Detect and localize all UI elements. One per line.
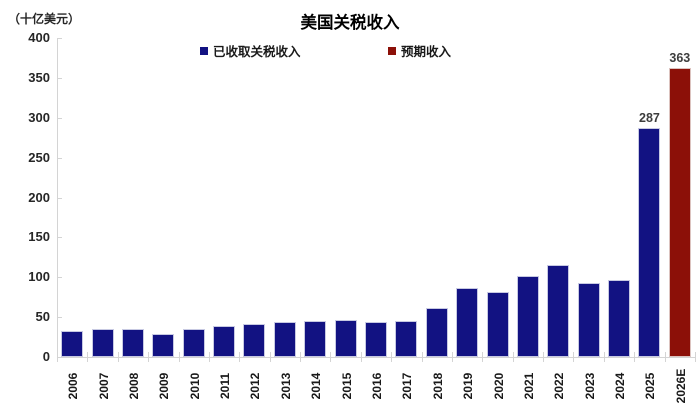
x-tick-label-2018: 2018 bbox=[430, 372, 445, 400]
x-tick-mark bbox=[360, 352, 362, 362]
x-tick-label-2011: 2011 bbox=[218, 372, 233, 400]
x-tick-mark bbox=[300, 352, 302, 362]
x-tick-label-2020: 2020 bbox=[491, 372, 506, 400]
bar-2025 bbox=[638, 128, 661, 357]
bar-2013 bbox=[273, 321, 296, 357]
x-tick-label-2021: 2021 bbox=[521, 372, 536, 400]
y-tick-label: 300 bbox=[28, 109, 50, 125]
x-tick-mark bbox=[634, 352, 636, 362]
bar-2008 bbox=[121, 329, 144, 357]
bar-2007 bbox=[91, 329, 114, 357]
x-tick-label-2014: 2014 bbox=[309, 372, 324, 400]
y-tick-mark bbox=[58, 197, 62, 199]
y-tick-mark bbox=[58, 77, 62, 79]
y-tick-mark bbox=[58, 157, 62, 159]
bar-2006 bbox=[61, 330, 84, 357]
x-tick-mark bbox=[695, 352, 696, 362]
x-tick-mark bbox=[148, 352, 150, 362]
x-tick-mark bbox=[421, 352, 423, 362]
y-tick-mark bbox=[58, 38, 62, 39]
chart-title: 美国关税收入 bbox=[300, 14, 400, 32]
bar-2016 bbox=[365, 321, 387, 357]
y-tick-label: 200 bbox=[28, 189, 50, 205]
bar-2014 bbox=[304, 321, 327, 357]
x-tick-label-2010: 2010 bbox=[187, 372, 202, 400]
bar-2009 bbox=[152, 333, 175, 357]
x-tick-mark bbox=[57, 352, 58, 362]
y-tick-mark bbox=[58, 277, 62, 279]
x-tick-mark bbox=[482, 352, 484, 362]
collected-series-swatch-icon bbox=[200, 46, 208, 55]
legend-item-collected: 已收取关税收入 bbox=[200, 41, 301, 60]
y-tick-mark bbox=[58, 317, 62, 319]
x-tick-mark bbox=[664, 352, 666, 362]
y-tick-mark bbox=[58, 117, 62, 119]
bar-2020 bbox=[486, 291, 509, 357]
bar-2018 bbox=[425, 308, 448, 357]
x-tick-mark bbox=[512, 352, 514, 362]
x-tick-label-2026E: 2026E bbox=[673, 368, 688, 404]
x-tick-mark bbox=[87, 352, 89, 362]
x-tick-label-2009: 2009 bbox=[157, 372, 172, 400]
x-tick-mark bbox=[269, 352, 271, 362]
x-tick-label-2024: 2024 bbox=[613, 372, 628, 400]
x-tick-mark bbox=[391, 352, 393, 362]
x-tick-mark bbox=[603, 352, 605, 362]
bar-2021 bbox=[516, 275, 539, 357]
x-tick-label-2007: 2007 bbox=[96, 372, 111, 400]
bar-2026E bbox=[668, 67, 691, 357]
x-tick-mark bbox=[117, 352, 119, 362]
y-tick-mark bbox=[58, 237, 62, 239]
y-tick-label: 350 bbox=[28, 69, 50, 85]
bar-2010 bbox=[182, 329, 205, 357]
x-tick-mark bbox=[543, 352, 545, 362]
x-tick-label-2015: 2015 bbox=[339, 372, 354, 400]
x-tick-label-2023: 2023 bbox=[582, 372, 597, 400]
x-tick-label-2019: 2019 bbox=[461, 372, 476, 400]
legend: 已收取关税收入 预期收入 bbox=[0, 41, 700, 60]
legend-label-expected: 预期收入 bbox=[401, 45, 452, 59]
bar-2011 bbox=[213, 325, 236, 357]
x-tick-mark bbox=[573, 352, 575, 362]
bar-2015 bbox=[334, 320, 357, 357]
x-tick-label-2013: 2013 bbox=[278, 372, 293, 400]
x-tick-label-2017: 2017 bbox=[400, 372, 415, 400]
x-tick-label-2006: 2006 bbox=[66, 372, 81, 400]
bar-2019 bbox=[456, 287, 479, 357]
bar-2017 bbox=[395, 321, 418, 357]
legend-label-collected: 已收取关税收入 bbox=[213, 45, 301, 59]
expected-series-swatch-icon bbox=[388, 46, 396, 55]
bar-2022 bbox=[547, 265, 570, 357]
bar-2012 bbox=[243, 323, 266, 357]
y-tick-label: 400 bbox=[28, 30, 50, 45]
bar-value-label-2025: 287 bbox=[638, 111, 660, 126]
x-tick-label-2016: 2016 bbox=[370, 372, 384, 400]
x-tick-mark bbox=[330, 352, 332, 362]
legend-item-expected: 预期收入 bbox=[388, 41, 451, 60]
y-axis-unit-label: （十亿美元） bbox=[8, 12, 81, 26]
bar-value-label-2026E: 363 bbox=[669, 50, 691, 65]
x-tick-label-2022: 2022 bbox=[552, 372, 567, 400]
plot-area bbox=[57, 38, 696, 358]
x-tick-mark bbox=[451, 352, 453, 362]
bar-2023 bbox=[577, 282, 600, 357]
x-tick-label-2025: 2025 bbox=[643, 372, 658, 400]
y-tick-label: 100 bbox=[28, 269, 50, 285]
y-tick-label: 250 bbox=[28, 149, 50, 165]
y-tick-label: 150 bbox=[28, 229, 50, 245]
x-tick-mark bbox=[239, 352, 241, 362]
y-tick-label: 50 bbox=[35, 309, 50, 325]
x-tick-label-2012: 2012 bbox=[248, 372, 263, 400]
x-tick-mark bbox=[208, 352, 210, 362]
y-tick-label: 0 bbox=[42, 349, 50, 364]
x-tick-mark bbox=[178, 352, 180, 362]
x-tick-label-2008: 2008 bbox=[126, 372, 141, 400]
bar-2024 bbox=[608, 279, 631, 357]
